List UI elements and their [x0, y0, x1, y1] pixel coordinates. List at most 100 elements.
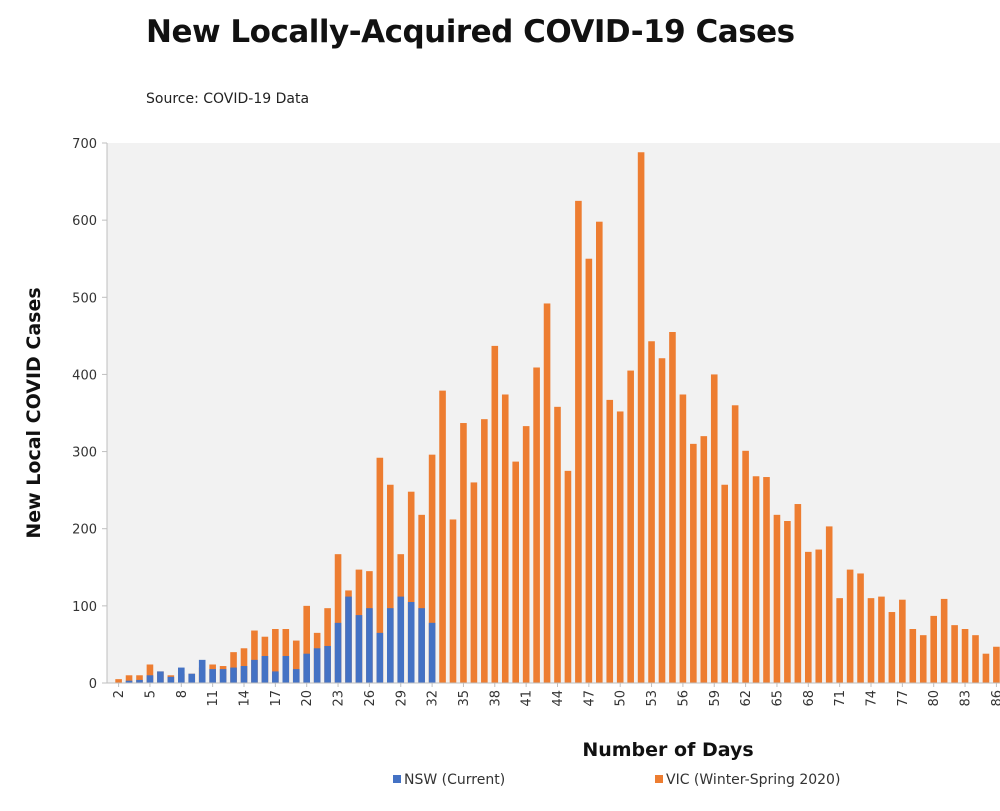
nsw-bar-day-28: [387, 608, 394, 683]
x-tick-label: 5: [143, 690, 158, 698]
vic-bar-day-47: [585, 258, 593, 683]
legend-label-vic: VIC (Winter-Spring 2020): [666, 772, 840, 788]
nsw-bar-day-12: [219, 669, 227, 683]
vic-bar-day-15: [251, 630, 258, 683]
vic-bar-day-62: [742, 450, 749, 683]
nsw-bar-day-15: [251, 659, 258, 683]
x-tick-label: 65: [770, 690, 785, 707]
nsw-bar-day-21: [313, 648, 321, 683]
vic-bar-day-43: [543, 303, 551, 683]
vic-bar-day-38: [491, 345, 499, 683]
vic-bar-day-17: [272, 629, 279, 683]
vic-bar-day-23: [334, 554, 342, 683]
vic-bar-day-36: [470, 482, 478, 683]
x-tick-label: 20: [300, 690, 315, 707]
vic-bar-day-80: [930, 615, 937, 683]
vic-bar-day-68: [805, 551, 812, 683]
y-axis-label: New Local COVID Cases: [23, 287, 45, 538]
vic-bar-day-45: [564, 470, 572, 683]
x-tick-label: 26: [363, 690, 378, 707]
y-tick-label: 200: [72, 523, 97, 538]
vic-bar-day-28: [387, 484, 394, 683]
vic-bar-day-76: [888, 612, 896, 683]
nsw-bar-day-10: [198, 659, 206, 683]
nsw-bar-day-3: [125, 680, 133, 683]
chart-subtitle: Source: COVID-19 Data: [146, 91, 310, 107]
bars-group: [115, 152, 1000, 684]
plot-area: [107, 143, 1000, 683]
vic-bar-day-27: [376, 457, 384, 683]
vic-bar-day-37: [481, 419, 488, 683]
y-tick-label: 700: [72, 137, 97, 152]
nsw-bar-day-26: [366, 608, 373, 683]
nsw-bar-day-19: [292, 669, 300, 683]
x-axis-label: Number of Days: [582, 739, 753, 761]
nsw-bar-day-20: [303, 653, 310, 683]
x-tick-label: 47: [582, 690, 597, 707]
x-tick-label: 38: [488, 690, 503, 707]
nsw-bar-day-16: [261, 656, 269, 683]
vic-bar-day-60: [721, 484, 728, 683]
vic-bar-day-30: [407, 491, 415, 683]
nsw-bar-day-25: [355, 615, 363, 683]
vic-bar-day-48: [596, 221, 603, 683]
vic-bar-day-31: [418, 514, 425, 683]
y-tick-label: 0: [89, 677, 97, 692]
vic-bar-day-34: [449, 519, 457, 683]
nsw-bar-day-18: [282, 656, 290, 683]
x-tick-label: 29: [394, 690, 409, 707]
vic-bar-day-5: [146, 664, 154, 683]
x-tick-label: 62: [739, 690, 754, 707]
vic-bar-day-39: [501, 394, 509, 683]
vic-bar-day-52: [637, 152, 645, 683]
x-tick-label: 23: [332, 690, 347, 707]
vic-bar-day-20: [303, 605, 310, 683]
vic-bar-day-67: [794, 504, 802, 683]
vic-bar-day-82: [951, 625, 958, 683]
nsw-bar-day-17: [272, 671, 279, 683]
vic-bar-day-77: [899, 599, 906, 683]
vic-bar-day-51: [627, 370, 634, 683]
vic-bar-day-59: [710, 374, 718, 683]
x-tick-label: 35: [457, 690, 472, 707]
vic-bar-day-72: [846, 569, 854, 683]
nsw-bar-day-32: [428, 622, 436, 683]
vic-bar-day-3: [125, 675, 133, 683]
vic-bar-day-44: [554, 406, 561, 683]
x-tick-label: 74: [865, 690, 880, 707]
vic-bar-day-41: [522, 426, 530, 683]
nsw-bar-day-31: [418, 608, 425, 683]
vic-bar-day-61: [731, 405, 739, 683]
vic-bar-day-19: [292, 640, 300, 683]
x-tick-label: 50: [614, 690, 629, 707]
x-tick-label: 68: [802, 690, 817, 707]
nsw-bar-day-4: [136, 679, 143, 683]
nsw-bar-day-22: [324, 645, 331, 683]
nsw-bar-day-27: [376, 632, 384, 683]
nsw-bar-day-7: [167, 676, 175, 683]
nsw-bar-day-8: [178, 667, 185, 683]
vic-bar-day-58: [700, 436, 708, 683]
vic-bar-day-49: [606, 399, 614, 683]
x-tick-label: 11: [206, 690, 221, 707]
x-tick-label: 77: [896, 690, 911, 707]
legend: NSW (Current) VIC (Winter-Spring 2020): [393, 772, 840, 788]
nsw-bar-day-13: [230, 667, 237, 683]
y-tick-label: 300: [72, 446, 97, 461]
vic-bar-day-63: [752, 476, 760, 683]
nsw-bar-day-30: [407, 602, 415, 683]
x-axis-ticks: 2 5 8 11 14 17 20 23 26 29 32 35 38 41 44 47 50 53 56 59 62 6…: [112, 683, 1000, 707]
vic-bar-day-85: [982, 653, 990, 683]
x-tick-label: 53: [645, 690, 660, 707]
vic-bar-day-73: [857, 573, 864, 683]
vic-bar-day-83: [961, 629, 969, 683]
chart-title: New Locally-Acquired COVID-19 Cases: [146, 14, 795, 50]
vic-bar-day-32: [428, 454, 436, 683]
x-tick-label: 2: [112, 690, 127, 698]
nsw-bar-day-29: [397, 596, 405, 683]
y-axis-ticks: 0 100 200 300 400 500 600 700: [72, 137, 107, 692]
vic-bar-day-4: [136, 675, 143, 683]
vic-bar-day-46: [575, 200, 582, 684]
vic-bar-day-54: [658, 358, 666, 683]
